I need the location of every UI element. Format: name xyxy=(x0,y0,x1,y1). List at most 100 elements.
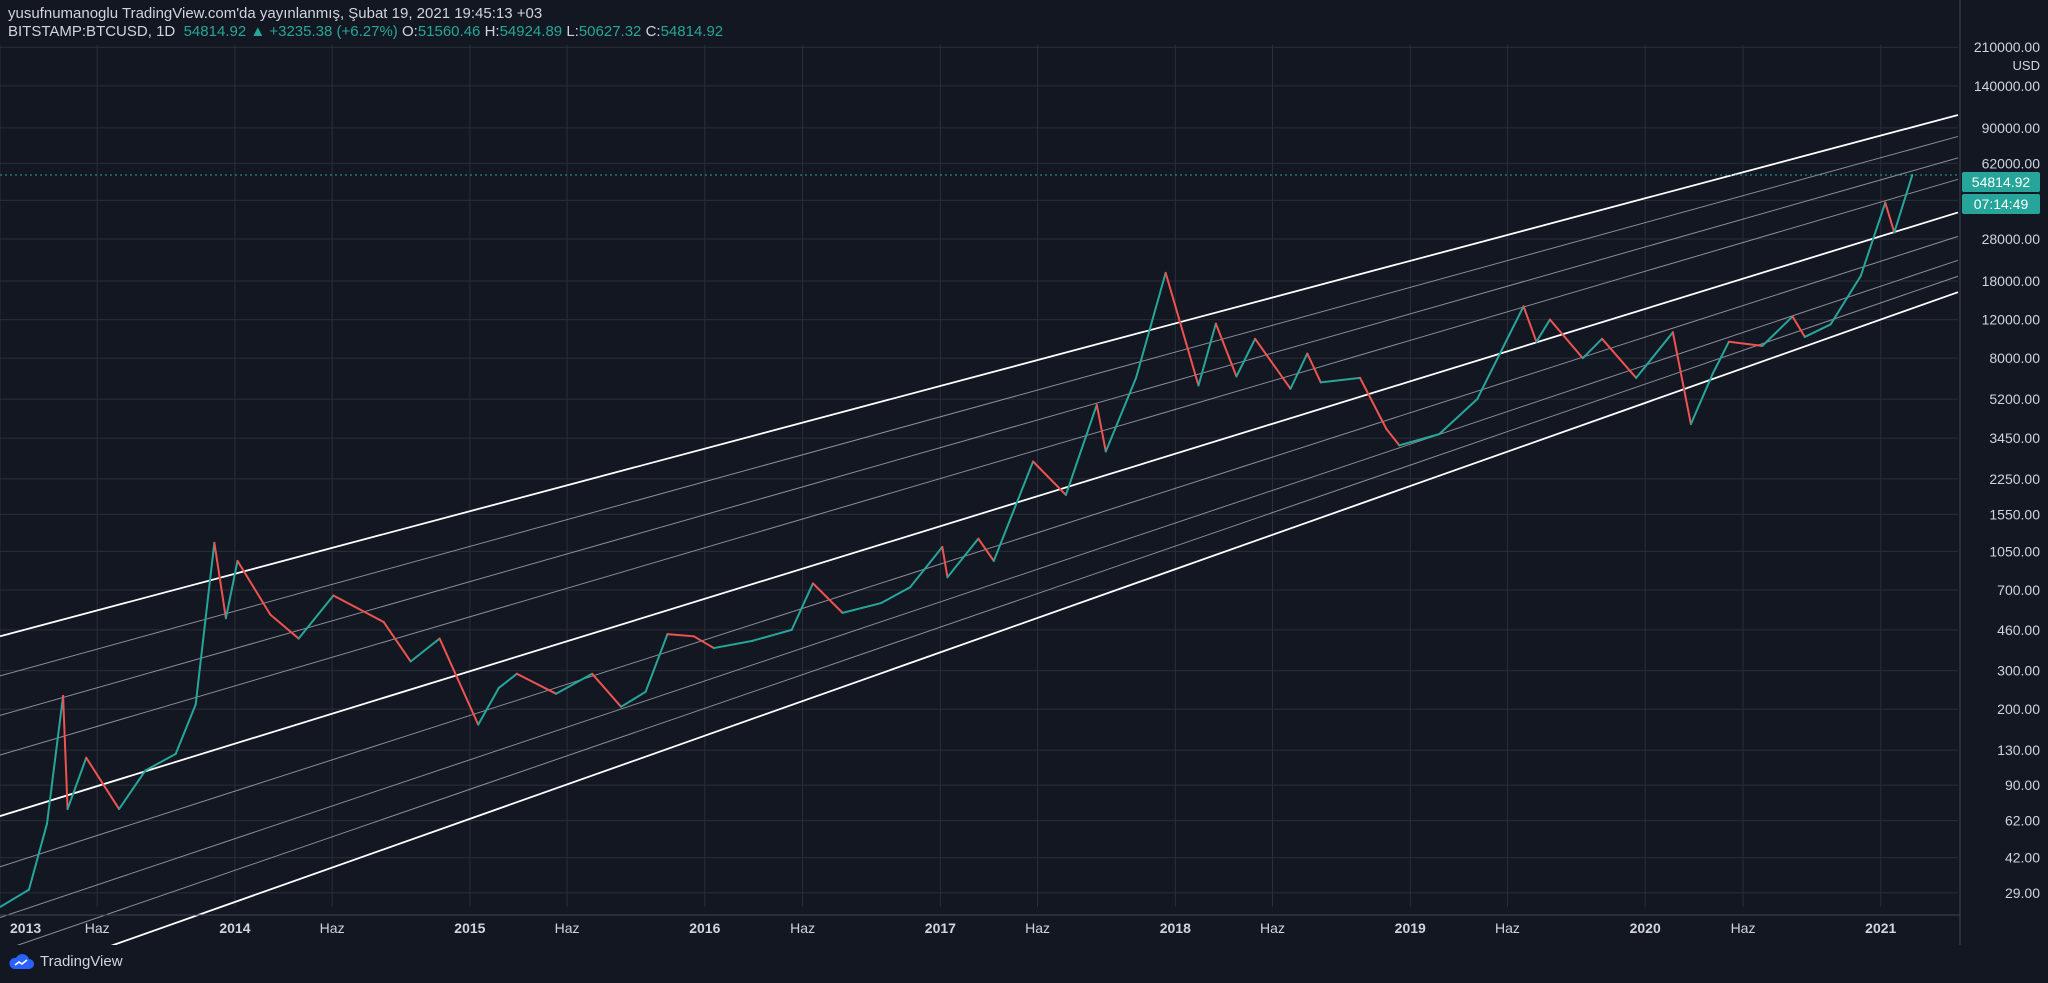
price-segment xyxy=(666,633,695,638)
price-segment xyxy=(1829,274,1862,326)
y-tick-label: 90.00 xyxy=(2005,777,2040,793)
price-segment xyxy=(236,559,272,616)
price-segment xyxy=(297,594,335,640)
price-segment xyxy=(1635,331,1674,379)
last-price-tag: 54814.92 xyxy=(1962,172,2040,192)
price-segment xyxy=(992,460,1035,562)
price-segment xyxy=(1727,340,1764,347)
price-change: ▲ +3235.38 (+6.27%) xyxy=(250,23,398,40)
price-segment xyxy=(555,672,594,695)
y-tick-label: 12000.00 xyxy=(1982,312,2041,328)
close-value: 54814.92 xyxy=(660,23,724,40)
symbol-name[interactable]: BITSTAMP:BTCUSD, 1D xyxy=(8,23,176,40)
y-tick-label: 29.00 xyxy=(2005,885,2040,901)
price-segment xyxy=(1135,271,1167,379)
x-tick-label: Haz xyxy=(320,920,345,936)
x-tick-label: 2019 xyxy=(1395,920,1426,936)
price-segment xyxy=(1535,318,1551,343)
x-tick-label: 2018 xyxy=(1160,920,1191,936)
channel-line-thin xyxy=(0,178,1959,756)
y-tick-label: 42.00 xyxy=(2005,850,2040,866)
price-segment xyxy=(1359,376,1388,430)
price-segment xyxy=(1761,315,1794,347)
price-segment xyxy=(644,633,669,693)
price-segment xyxy=(1601,337,1638,379)
x-tick-label: 2021 xyxy=(1865,920,1896,936)
y-tick-label: 18000.00 xyxy=(1982,273,2041,289)
price-segment xyxy=(332,594,385,623)
price-segment xyxy=(1803,323,1832,338)
last-price: 54814.92 xyxy=(183,23,247,40)
price-segment xyxy=(712,639,754,650)
price-segment xyxy=(880,586,912,605)
price-segment xyxy=(790,582,814,631)
price-segment xyxy=(1214,322,1238,378)
price-segment xyxy=(941,545,949,579)
price-segment xyxy=(946,537,980,579)
currency-label: USD xyxy=(2013,58,2040,73)
x-tick-label: 2013 xyxy=(10,920,41,936)
price-segment xyxy=(1104,376,1138,453)
channel-line-thin xyxy=(0,135,1959,677)
price-segment xyxy=(591,672,623,708)
x-tick-label: Haz xyxy=(790,920,815,936)
high-value: 54924.89 xyxy=(499,23,563,40)
symbol-legend: BITSTAMP:BTCUSD, 1D 54814.92 ▲ +3235.38 … xyxy=(8,23,723,40)
y-tick-label: 1050.00 xyxy=(1989,543,2040,559)
price-segment xyxy=(144,752,177,772)
channel-line-thin xyxy=(0,259,1959,918)
price-segment xyxy=(1197,322,1217,387)
x-tick-label: 2017 xyxy=(925,920,956,936)
tradingview-brand[interactable]: TradingView xyxy=(8,953,123,970)
bar-countdown-tag: 07:14:49 xyxy=(1962,194,2040,214)
price-segment xyxy=(977,537,995,562)
price-segment xyxy=(66,756,88,811)
channel-line-thin xyxy=(16,275,1959,945)
price-segment xyxy=(1548,318,1584,360)
price-segment xyxy=(1306,352,1322,384)
price-segment xyxy=(1859,201,1887,277)
high-label: H: xyxy=(484,23,500,40)
x-tick-label: Haz xyxy=(1025,920,1050,936)
x-tick-label: 2016 xyxy=(689,920,720,936)
y-tick-label: 140000.00 xyxy=(1974,78,2040,94)
price-segment xyxy=(1438,398,1479,436)
y-tick-label: 62000.00 xyxy=(1982,155,2041,171)
price-segment xyxy=(224,559,239,620)
open-value: 51560.46 xyxy=(417,23,481,40)
x-tick-label: Haz xyxy=(85,920,110,936)
x-tick-label: Haz xyxy=(555,920,580,936)
chart-background xyxy=(0,0,2048,945)
price-segment xyxy=(1385,427,1401,447)
price-chart[interactable]: 210000.00140000.0090000.0062000.0042000.… xyxy=(0,0,2048,945)
y-tick-label: 2250.00 xyxy=(1989,471,2040,487)
price-segment xyxy=(118,769,147,811)
price-segment xyxy=(174,703,197,755)
channel-line-thin xyxy=(0,157,1959,716)
y-tick-label: 28000.00 xyxy=(1982,231,2041,247)
price-segment xyxy=(1235,337,1257,378)
price-segment xyxy=(269,613,300,640)
price-segment xyxy=(751,628,793,642)
open-label: O: xyxy=(401,23,418,40)
y-tick-label: 460.00 xyxy=(1997,622,2040,638)
price-segment xyxy=(1289,352,1309,390)
y-tick-label: 62.00 xyxy=(2005,813,2040,829)
y-tick-label: 700.00 xyxy=(1997,582,2040,598)
price-segment xyxy=(497,672,518,689)
channel-lines xyxy=(0,114,1959,945)
y-tick-label: 130.00 xyxy=(1997,742,2040,758)
price-segment xyxy=(477,686,500,726)
channel-line-upper xyxy=(0,114,1959,638)
x-tick-label: 2015 xyxy=(454,920,485,936)
price-segment xyxy=(1671,331,1692,426)
price-segment xyxy=(45,694,65,825)
price-segment xyxy=(0,888,30,908)
price-segment xyxy=(1476,305,1525,401)
channel-line-lower xyxy=(110,291,1959,945)
close-label: C: xyxy=(645,23,661,40)
price-segment xyxy=(438,637,480,726)
price-segment xyxy=(1095,403,1107,453)
channel-line-thin xyxy=(0,235,1959,868)
y-tick-label: 200.00 xyxy=(1997,701,2040,717)
